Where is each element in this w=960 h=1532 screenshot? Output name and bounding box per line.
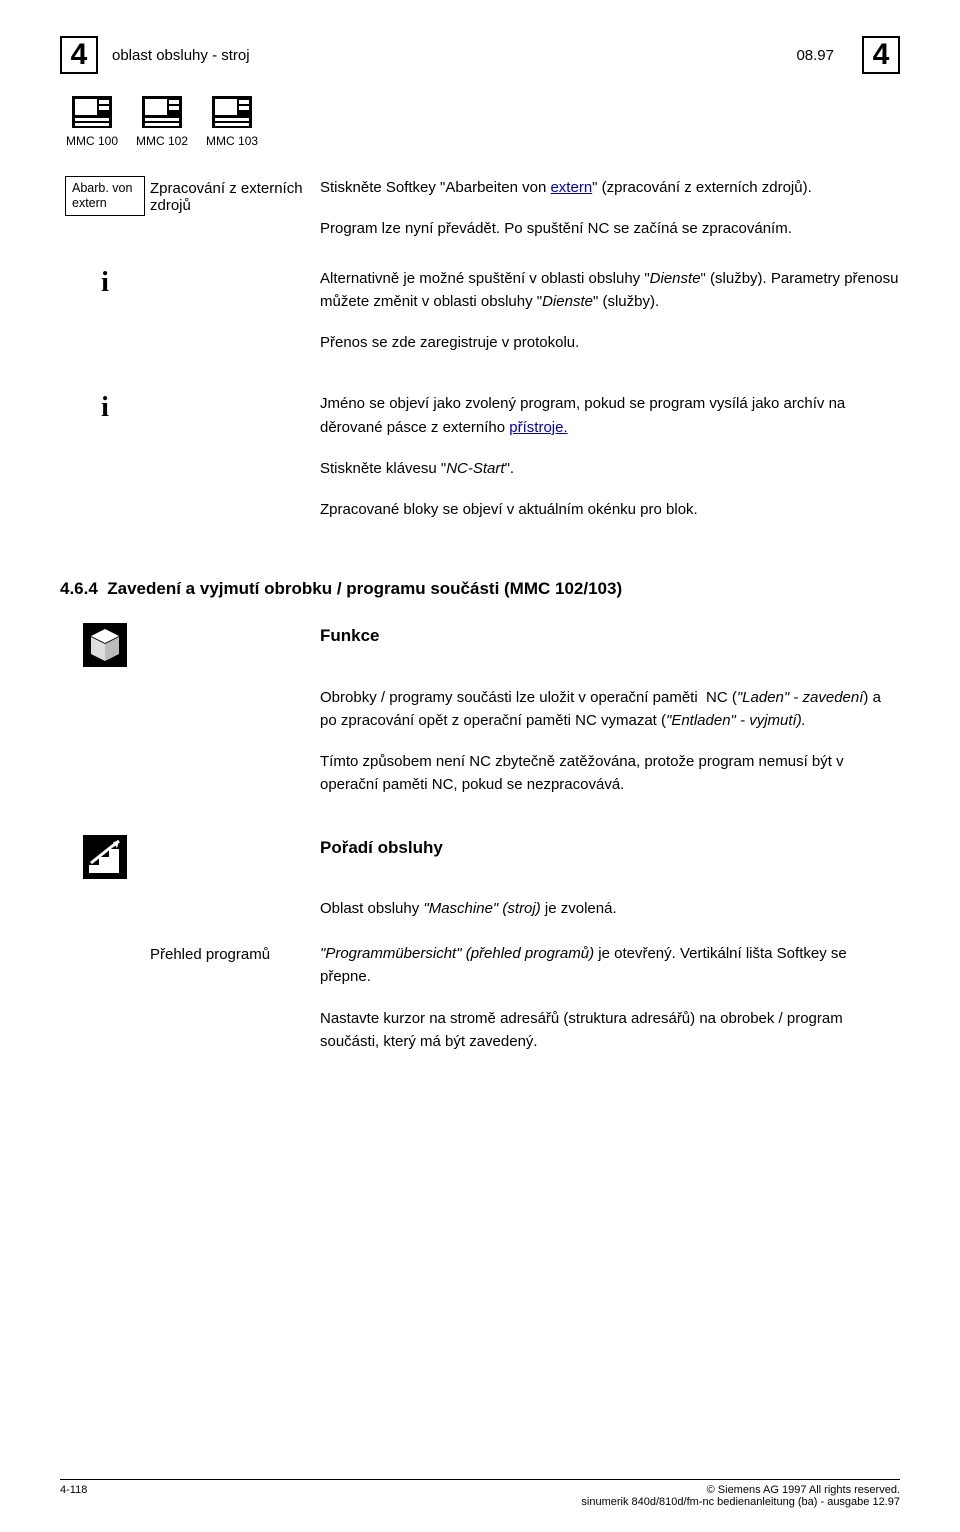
mmc-device: MMC 100: [66, 96, 118, 148]
content-row: Přehled programů "Programmübersicht" (př…: [60, 942, 900, 1071]
pristroje-link[interactable]: přístroje.: [509, 419, 567, 436]
hmi-panel-icon: [212, 96, 252, 128]
mmc-label: MMC 103: [206, 134, 258, 148]
header-code: 08.97: [796, 47, 834, 64]
content-row: Abarb. von extern Zpracování z externích…: [60, 176, 900, 259]
mmc-device: MMC 102: [136, 96, 188, 148]
info-icon: i: [101, 267, 109, 299]
paragraph: Tímto způsobem není NC zbytečně zatěžová…: [320, 750, 900, 797]
info-icon: i: [101, 392, 109, 424]
text: " (zpracování z externích zdrojů).: [592, 179, 812, 196]
paragraph: "Programmübersicht" (přehled programů) j…: [320, 942, 900, 989]
cube-icon: [83, 623, 127, 667]
section-number: 4.6.4: [60, 579, 98, 598]
paragraph: Zpracované bloky se objeví v aktuálním o…: [320, 498, 900, 521]
text: Obrobky / programy součásti lze uložit v…: [320, 689, 881, 729]
paragraph: Jméno se objeví jako zvolený program, po…: [320, 392, 900, 439]
softkey-line: extern: [72, 196, 107, 210]
hmi-panel-icon: [142, 96, 182, 128]
page-number: 4-118: [60, 1484, 87, 1508]
section-title: Zavedení a vyjmutí obrobku / programu so…: [107, 579, 622, 598]
content-row: Obrobky / programy součásti lze uložit v…: [60, 686, 900, 815]
paragraph: Stiskněte klávesu "NC-Start".: [320, 457, 900, 480]
text: Stiskněte klávesu "NC-Start".: [320, 460, 514, 477]
content-row: i Alternativně je možné spuštění v oblas…: [60, 267, 900, 373]
chapter-badge-left: 4: [60, 36, 98, 74]
section-heading: 4.6.4 Zavedení a vyjmutí obrobku / progr…: [60, 579, 900, 599]
funkce-heading: Funkce: [320, 623, 900, 649]
paragraph: Přenos se zde zaregistruje v protokolu.: [320, 331, 900, 354]
copyright: © Siemens AG 1997 All rights reserved.: [581, 1484, 900, 1496]
hmi-panel-icon: [72, 96, 112, 128]
content-row: Pořadí obsluhy: [60, 835, 900, 879]
mmc-label: MMC 102: [136, 134, 188, 148]
row-label: Zpracování z externích zdrojů: [150, 176, 320, 214]
text: Jméno se objeví jako zvolený program, po…: [320, 395, 845, 435]
content-row: Oblast obsluhy "Maschine" (stroj) je zvo…: [60, 897, 900, 938]
text: Oblast obsluhy "Maschine" (stroj) je zvo…: [320, 900, 617, 917]
mmc-device-row: MMC 100 MMC 102 MMC 103: [66, 96, 900, 148]
softkey-line: Abarb. von: [72, 181, 132, 195]
page: 4 oblast obsluhy - stroj 08.97 4 MMC 100: [0, 0, 960, 1532]
paragraph: Alternativně je možné spuštění v oblasti…: [320, 267, 900, 314]
content-row: i Jméno se objeví jako zvolený program, …: [60, 392, 900, 539]
steps-icon: [83, 835, 127, 879]
mmc-device: MMC 103: [206, 96, 258, 148]
paragraph: Oblast obsluhy "Maschine" (stroj) je zvo…: [320, 897, 900, 920]
paragraph: Program lze nyní převádět. Po spuštění N…: [320, 217, 900, 240]
mmc-label: MMC 100: [66, 134, 118, 148]
paragraph: Nastavte kurzor na stromě adresářů (stru…: [320, 1007, 900, 1054]
text: Stiskněte Softkey "Abarbeiten von: [320, 179, 550, 196]
document-id: sinumerik 840d/810d/fm-nc bedienanleitun…: [581, 1496, 900, 1508]
text: "Programmübersicht" (přehled programů) j…: [320, 945, 847, 985]
header-title: oblast obsluhy - stroj: [112, 47, 782, 64]
row-label: Přehled programů: [150, 942, 320, 963]
paragraph: Stiskněte Softkey "Abarbeiten von extern…: [320, 176, 900, 199]
paragraph: Obrobky / programy součásti lze uložit v…: [320, 686, 900, 733]
page-footer: 4-118 © Siemens AG 1997 All rights reser…: [60, 1479, 900, 1508]
softkey-abarb-von-extern[interactable]: Abarb. von extern: [65, 176, 145, 216]
content-row: Funkce: [60, 623, 900, 667]
chapter-badge-right: 4: [862, 36, 900, 74]
poradi-heading: Pořadí obsluhy: [320, 835, 900, 861]
text: Alternativně je možné spuštění v oblasti…: [320, 270, 898, 310]
page-header: 4 oblast obsluhy - stroj 08.97 4: [60, 36, 900, 74]
extern-link[interactable]: extern: [550, 179, 592, 196]
